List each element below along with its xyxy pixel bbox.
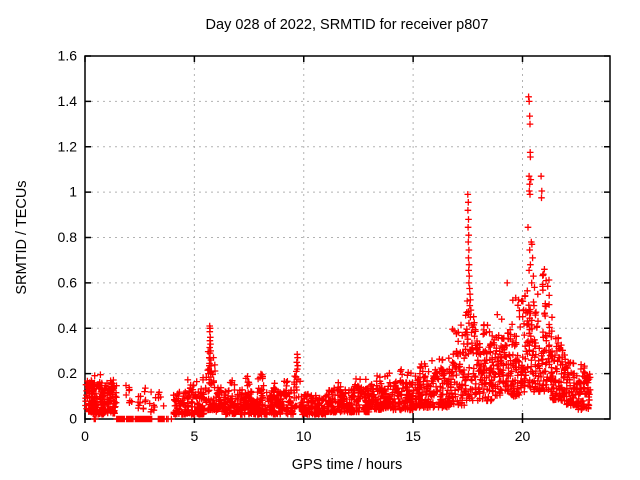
x-tick-label: 0 bbox=[81, 428, 89, 444]
y-tick-label: 0.4 bbox=[58, 320, 78, 336]
y-tick-label: 1.4 bbox=[58, 93, 78, 109]
x-tick-label: 10 bbox=[296, 428, 312, 444]
data-points bbox=[82, 93, 594, 423]
y-tick-label: 0 bbox=[69, 411, 77, 427]
plot-border bbox=[84, 55, 611, 420]
x-tick-label: 20 bbox=[515, 428, 531, 444]
y-tick-label: 0.2 bbox=[58, 365, 78, 381]
grid-lines bbox=[85, 56, 610, 419]
chart-title: Day 028 of 2022, SRMTID for receiver p80… bbox=[206, 17, 489, 33]
x-tick-label: 5 bbox=[190, 428, 198, 444]
y-tick-label: 1.2 bbox=[58, 138, 78, 154]
x-axis-label: GPS time / hours bbox=[292, 457, 402, 473]
y-tick-label: 0.8 bbox=[58, 229, 78, 245]
y-tick-label: 1.6 bbox=[58, 48, 78, 64]
y-tick-label: 0.6 bbox=[58, 274, 78, 290]
x-tick-label: 15 bbox=[405, 428, 421, 444]
tick-labels: 0 5 10 15 20 0 0.2 0.4 0.6 0.8 1 1.2 1.4 1.6 bbox=[58, 48, 531, 445]
y-axis-label: SRMTID / TECUs bbox=[14, 180, 30, 294]
y-tick-label: 1 bbox=[69, 184, 77, 200]
